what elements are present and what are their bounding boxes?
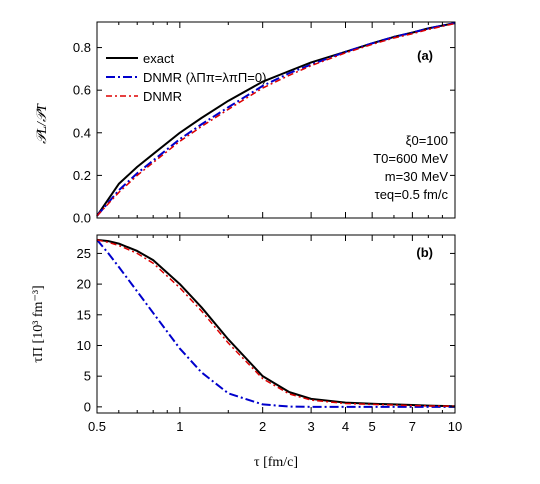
- b-ytick-label: 5: [84, 369, 91, 384]
- a-ytick-label: 0.6: [73, 83, 91, 98]
- a-ytick-label: 0.4: [73, 125, 91, 140]
- b-series-0: [96, 238, 456, 408]
- panel-a-frame: [96, 21, 456, 219]
- x-axis-label: τ [fm/c]: [254, 455, 298, 470]
- xtick-label: 3: [308, 419, 315, 434]
- param-xi0: ξ0=100: [406, 133, 448, 148]
- xtick-label: 2: [259, 419, 266, 434]
- xtick-label: 5: [369, 419, 376, 434]
- param-tau-eq: τeq=0.5 fm/c: [375, 187, 449, 202]
- panel-b-frame: [96, 234, 456, 414]
- parameters: ξ0=100 T0=600 MeV m=30 MeV τeq=0.5 fm/c: [373, 133, 448, 202]
- panel-b-ylabel: τΠ [10³ fm⁻³]: [31, 285, 46, 362]
- panel-a-ylabel: 𝒫L/𝒫T: [35, 103, 50, 144]
- b-series-2: [96, 239, 456, 407]
- b-ytick-label: 20: [77, 277, 91, 292]
- b-ytick-label: 15: [77, 307, 91, 322]
- a-series-2: [96, 22, 456, 217]
- xtick-label: 7: [409, 419, 416, 434]
- xtick-label: 0.5: [88, 419, 106, 434]
- a-ytick-label: 0.2: [73, 168, 91, 183]
- param-t0: T0=600 MeV: [373, 151, 448, 166]
- b-series-1: [96, 239, 455, 408]
- b-ytick-label: 0: [84, 399, 91, 414]
- b-ytick-label: 10: [77, 338, 91, 353]
- xtick-label: 4: [342, 419, 349, 434]
- legend-label-dnmr: DNMR: [143, 89, 182, 104]
- xtick-label: 1: [176, 419, 183, 434]
- a-ytick-label: 0.8: [73, 40, 91, 55]
- panel-a-label: (a): [417, 48, 433, 63]
- a-series-1: [96, 22, 456, 217]
- legend-label-exact: exact: [143, 51, 174, 66]
- param-m: m=30 MeV: [385, 169, 449, 184]
- panel-b-label: (b): [416, 245, 433, 260]
- a-ytick-label: 0.0: [73, 211, 91, 226]
- panel-a: 0.0 0.2 0.4 0.6 0.8 (a) exact DNMR (λΠπ=λπΠ=…: [35, 21, 456, 226]
- legend: exact DNMR (λΠπ=λπΠ=0) DNMR: [106, 51, 266, 104]
- xtick-label: 10: [448, 419, 462, 434]
- legend-label-dnmr-zero: DNMR (λΠπ=λπΠ=0): [143, 70, 266, 85]
- b-ytick-label: 25: [77, 246, 91, 261]
